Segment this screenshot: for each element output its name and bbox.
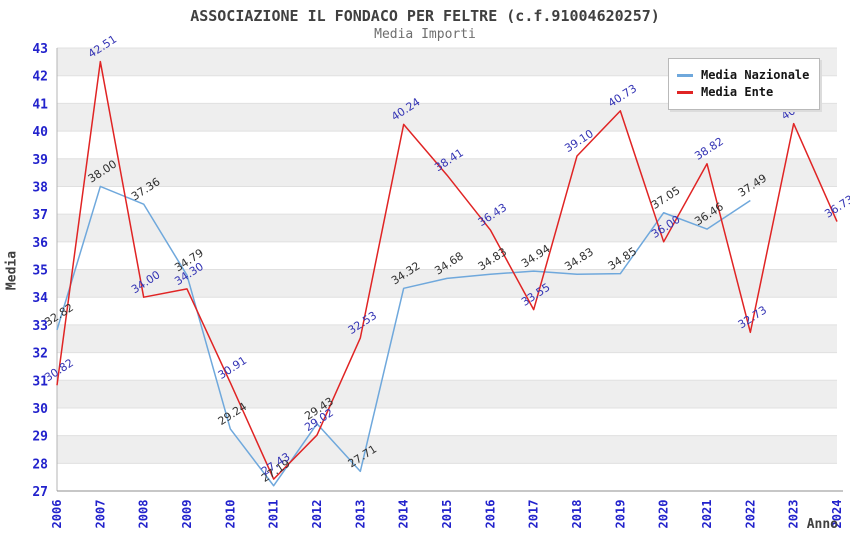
y-tick-label: 40 xyxy=(32,125,48,140)
y-tick-label: 34 xyxy=(32,291,48,306)
x-tick-label: 2021 xyxy=(700,500,714,529)
y-tick-label: 33 xyxy=(32,319,48,334)
x-tick-label: 2007 xyxy=(93,500,107,529)
x-tick-labels: 2006 2007 2008 2009 2010 2011 2012 2013 2014 2015… xyxy=(50,500,844,529)
point-label: 34.85 xyxy=(606,245,639,273)
x-tick-label: 2023 xyxy=(787,500,801,529)
y-tick-label: 30 xyxy=(32,402,48,417)
point-label: 30.91 xyxy=(216,354,249,382)
point-label: 37.05 xyxy=(649,184,682,212)
band xyxy=(57,380,837,408)
band xyxy=(57,435,837,464)
x-tick-label: 2015 xyxy=(440,500,454,529)
x-tick-label: 2022 xyxy=(743,500,757,529)
x-tick-label: 2010 xyxy=(223,500,237,529)
legend-item-media-nazionale: Media Nazionale xyxy=(677,68,811,83)
legend-item-media-ente: Media Ente xyxy=(677,85,811,100)
chart-subtitle: Media Importi xyxy=(374,27,476,42)
y-tick-label: 41 xyxy=(32,97,48,112)
y-gridlines xyxy=(57,47,837,492)
x-tick-label: 2011 xyxy=(267,500,281,529)
x-tick-label: 2018 xyxy=(570,500,584,529)
y-tick-label: 43 xyxy=(32,42,48,57)
legend-label-ente: Media Ente xyxy=(701,85,774,99)
x-tick-label: 2024 xyxy=(830,500,844,529)
series-line-media-nazionale xyxy=(56,185,751,487)
y-tick-label: 31 xyxy=(32,374,48,389)
legend: Media Nazionale Media Ente xyxy=(668,58,820,110)
band xyxy=(57,324,837,353)
series-line-media-ente xyxy=(56,60,838,480)
legend-marker-nazionale-icon xyxy=(677,74,693,77)
x-tick-label: 2013 xyxy=(353,500,367,529)
band xyxy=(57,214,837,242)
y-tick-label: 35 xyxy=(32,264,48,279)
point-label: 34.94 xyxy=(519,242,552,270)
y-tick-label: 39 xyxy=(32,153,48,168)
y-tick-label: 38 xyxy=(32,180,48,195)
y-tick-label: 42 xyxy=(32,70,48,85)
grid-bands xyxy=(57,48,837,464)
x-tick-label: 2019 xyxy=(613,500,627,529)
x-tick-label: 2006 xyxy=(50,500,64,529)
x-tick-label: 2020 xyxy=(657,500,671,529)
y-tick-label: 32 xyxy=(32,347,48,362)
y-tick-label: 27 xyxy=(32,485,48,500)
legend-marker-ente-icon xyxy=(677,91,693,94)
y-tick-label: 37 xyxy=(32,208,48,223)
y-tick-label: 36 xyxy=(32,236,48,251)
legend-label-nazionale: Media Nazionale xyxy=(701,68,810,82)
y-tick-labels: 27 28 29 30 31 32 33 34 35 36 37 38 39 40 41 42 43 xyxy=(32,42,48,500)
y-tick-label: 29 xyxy=(32,430,48,445)
x-tick-label: 2008 xyxy=(137,500,151,529)
chart-title: ASSOCIAZIONE IL FONDACO PER FELTRE (c.f.… xyxy=(190,7,660,25)
x-axis-title: Anno xyxy=(806,517,838,532)
x-tick-label: 2016 xyxy=(483,500,497,529)
x-tick-label: 2017 xyxy=(527,500,541,529)
x-tick-label: 2012 xyxy=(310,500,324,529)
x-tick-label: 2014 xyxy=(397,500,411,529)
y-tick-label: 28 xyxy=(32,457,48,472)
band xyxy=(57,269,837,298)
x-tick-label: 2009 xyxy=(180,500,194,529)
